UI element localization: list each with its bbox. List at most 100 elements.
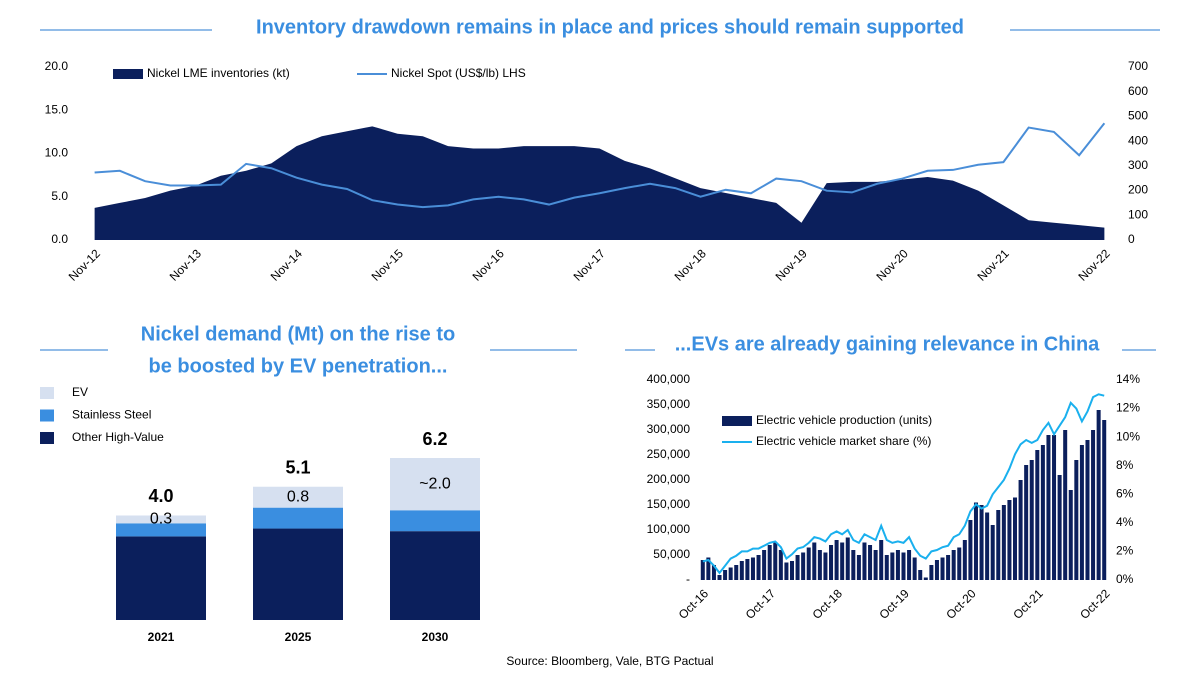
area	[94, 126, 1105, 240]
bar-segment	[390, 458, 480, 511]
y-tick-label: 350,000	[647, 397, 691, 411]
value-label: 0.3	[150, 511, 172, 528]
bar	[862, 542, 867, 580]
y-tick-label: 5.0	[51, 189, 68, 203]
bar	[1012, 497, 1018, 580]
bar	[934, 560, 939, 580]
bar	[840, 542, 845, 580]
bar	[767, 545, 772, 580]
x-tick-label: Nov-12	[66, 246, 103, 283]
chart-title: ...EVs are already gaining relevance in …	[675, 333, 1100, 355]
x-tick-label: Oct-19	[876, 586, 912, 622]
bar	[929, 565, 934, 580]
y-tick-label: 400,000	[647, 372, 691, 386]
bar	[706, 557, 711, 580]
x-tick-label: Nov-20	[874, 246, 911, 283]
x-tick-label: Nov-19	[773, 246, 810, 283]
bar	[728, 567, 733, 580]
bar-segment	[253, 486, 343, 508]
legend-label: EV	[72, 385, 88, 399]
y2-tick-label: 4%	[1116, 515, 1134, 529]
y2-tick-label: 14%	[1116, 372, 1140, 386]
x-tick-label: 2030	[422, 630, 449, 644]
x-tick-label: Nov-16	[470, 246, 507, 283]
bar	[990, 525, 995, 580]
bar	[817, 550, 822, 580]
y2-tick-label: 700	[1128, 59, 1148, 73]
bar	[884, 555, 889, 580]
bar	[1052, 435, 1057, 580]
bar	[873, 550, 878, 580]
bar	[812, 542, 817, 580]
bar	[734, 565, 739, 580]
y-tick-label: 10.0	[45, 146, 69, 160]
bar	[1024, 465, 1029, 580]
y2-tick-label: 200	[1128, 183, 1148, 197]
bar	[829, 545, 834, 580]
bar	[923, 577, 928, 580]
x-tick-label: Nov-14	[268, 246, 305, 283]
bar	[717, 575, 722, 580]
bar-segment	[116, 515, 206, 524]
bar	[745, 559, 750, 580]
x-tick-label: Oct-22	[1077, 586, 1113, 622]
legend-label: Electric vehicle market share (%)	[756, 434, 931, 448]
y2-tick-label: 12%	[1116, 401, 1140, 415]
x-tick-label: 2021	[148, 630, 175, 644]
bar	[789, 561, 795, 580]
bar	[985, 512, 990, 580]
bar	[979, 505, 984, 580]
bar	[1085, 440, 1090, 580]
y-tick-label: 150,000	[647, 497, 691, 511]
legend-swatch	[40, 409, 54, 422]
x-tick-label: Oct-21	[1010, 586, 1046, 622]
bar	[711, 565, 716, 580]
y2-tick-label: 500	[1128, 109, 1148, 123]
y2-tick-label: 2%	[1116, 544, 1134, 558]
bar-segment	[253, 507, 343, 529]
bar	[739, 561, 744, 580]
y-tick-label: 300,000	[647, 422, 691, 436]
legend-swatch	[40, 387, 54, 399]
bar	[907, 550, 912, 580]
total-label: 6.2	[422, 429, 447, 449]
bar	[1079, 445, 1084, 580]
bar	[1046, 435, 1051, 580]
bar	[1001, 505, 1006, 580]
bar	[723, 570, 728, 580]
y2-tick-label: 300	[1128, 158, 1148, 172]
y-tick-label: 20.0	[45, 59, 69, 73]
bar	[890, 552, 895, 580]
bar	[756, 555, 761, 580]
legend-swatch	[113, 69, 143, 79]
bar	[868, 545, 873, 580]
bar	[1068, 490, 1073, 580]
bar	[912, 557, 917, 580]
bar	[951, 550, 956, 580]
bar	[968, 520, 973, 580]
bar-segment	[116, 536, 206, 620]
x-tick-label: Nov-17	[571, 246, 608, 283]
y2-tick-label: 400	[1128, 133, 1148, 147]
y-tick-label: 200,000	[647, 472, 691, 486]
bar	[845, 537, 850, 580]
x-tick-label: 2025	[285, 630, 312, 644]
line	[94, 122, 1106, 209]
bar	[795, 555, 800, 580]
x-tick-label: Oct-16	[676, 586, 712, 622]
bar	[996, 510, 1001, 580]
y2-tick-label: 8%	[1116, 458, 1134, 472]
bar	[1035, 450, 1040, 580]
bar	[856, 555, 861, 580]
y-tick-label: 15.0	[45, 102, 69, 116]
legend-label: Electric vehicle production (units)	[756, 413, 932, 427]
y2-tick-label: 100	[1128, 207, 1148, 221]
bar	[1057, 475, 1062, 580]
bar	[879, 540, 884, 580]
legend-label: Nickel Spot (US$/lb) LHS	[391, 66, 526, 80]
bar	[806, 547, 811, 580]
total-label: 4.0	[148, 486, 173, 506]
chart-title: be boosted by EV penetration...	[149, 355, 448, 377]
bar	[895, 550, 900, 580]
y-tick-label: 100,000	[647, 522, 691, 536]
